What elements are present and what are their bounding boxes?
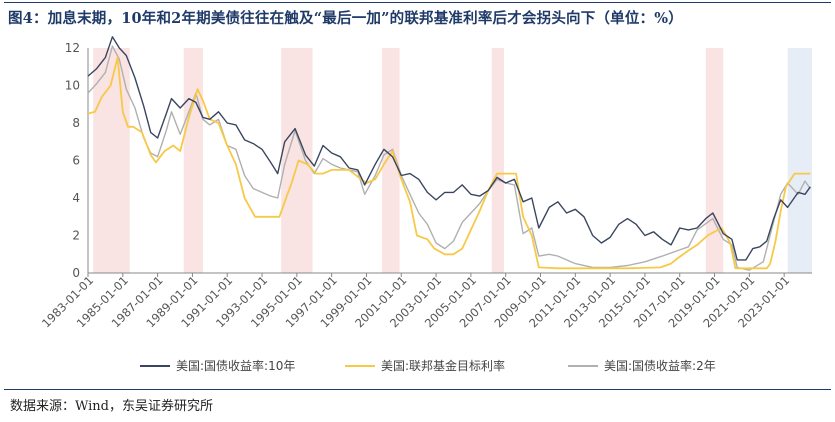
series-line-us2y [87,45,811,271]
legend: 美国:国债收益率:10年 美国:联邦基金目标利率 美国:国债收益率:2年 [140,358,716,373]
legend-label-us10y: 美国:国债收益率:10年 [176,358,295,373]
x-ticks: 1983-01-011985-01-011987-01-011989-01-01… [39,273,792,330]
yield-chart: 0 2 4 6 8 10 12 1983-01-011985-01-011987-01-01… [39,36,812,373]
shaded-periods [93,48,812,273]
y-tick-label: 6 [72,154,80,168]
y-tick-label: 10 [65,79,80,93]
y-ticks: 0 2 4 6 8 10 12 [65,41,80,280]
legend-label-us2y: 美国:国债收益率:2年 [604,358,716,373]
title-rule [4,2,831,3]
source-rule [4,389,831,390]
series-lines [87,36,811,271]
shaded-period-4 [382,48,400,273]
figure-title: 图4：加息末期，10年和2年期美债往往在触及“最后一加”的联邦基准利率后才会拐头… [8,10,683,27]
shaded-period-7 [787,48,812,273]
shaded-period-2 [183,48,203,273]
shaded-period-6 [705,48,724,273]
data-source: 数据来源：Wind，东吴证券研究所 [10,399,213,414]
y-tick-label: 4 [72,191,80,205]
y-tick-label: 2 [72,229,80,243]
shaded-period-5 [491,48,504,273]
axes [87,48,812,274]
y-tick-label: 0 [72,266,80,280]
y-tick-label: 8 [72,116,80,130]
legend-label-fed: 美国:联邦基金目标利率 [381,358,505,373]
series-line-us10y [87,36,811,261]
y-tick-label: 12 [65,41,80,55]
